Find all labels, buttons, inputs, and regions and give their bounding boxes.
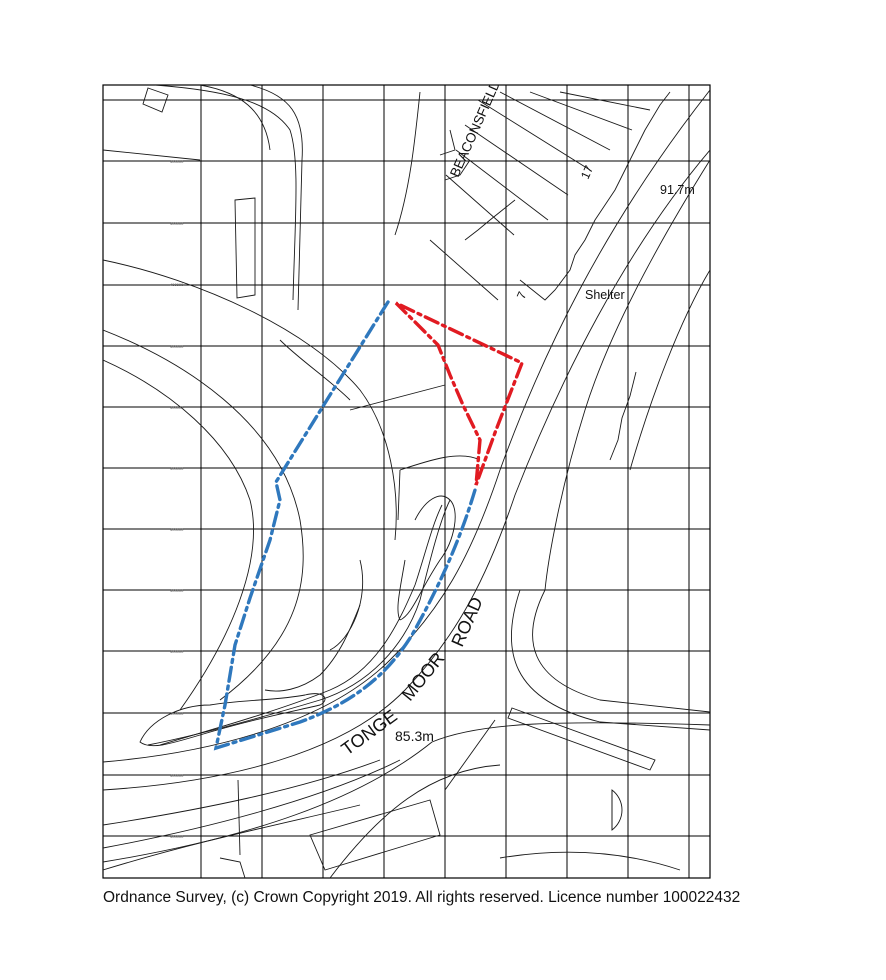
shelter-label: Shelter	[585, 288, 625, 302]
svg-text:400000: 400000	[170, 649, 184, 654]
road-edge-west	[103, 89, 710, 763]
lower-road-north	[329, 764, 501, 878]
svg-text:400000: 400000	[170, 834, 184, 839]
grid-lines	[103, 85, 710, 878]
red-site-boundary	[394, 301, 525, 486]
grid-reference-ticks: 400000 400000 400000 400000 400000 40000…	[170, 159, 184, 839]
spot-height-91-7: 91.7m	[660, 183, 695, 197]
terrace-rear	[394, 91, 421, 236]
svg-text:400000: 400000	[170, 527, 184, 532]
side-road	[532, 589, 710, 713]
map-frame	[102, 84, 711, 879]
svg-text:400000: 400000	[170, 282, 184, 287]
house-number-17: 17	[578, 163, 596, 181]
svg-text:400000: 400000	[170, 344, 184, 349]
svg-text:400000: 400000	[170, 711, 184, 716]
svg-text:400000: 400000	[170, 405, 184, 410]
copyright-notice: Ordnance Survey, (c) Crown Copyright 201…	[103, 889, 741, 906]
svg-text:400000: 400000	[170, 221, 184, 226]
svg-text:400000: 400000	[170, 588, 184, 593]
watercourse	[147, 499, 451, 746]
map-features	[103, 85, 710, 878]
road-edge-east	[103, 149, 710, 791]
svg-text:400000: 400000	[170, 773, 184, 778]
svg-text:400000: 400000	[170, 159, 184, 164]
blue-land-boundary	[213, 300, 477, 751]
spot-height-85-3: 85.3m	[395, 728, 434, 744]
svg-text:400000: 400000	[170, 466, 184, 471]
